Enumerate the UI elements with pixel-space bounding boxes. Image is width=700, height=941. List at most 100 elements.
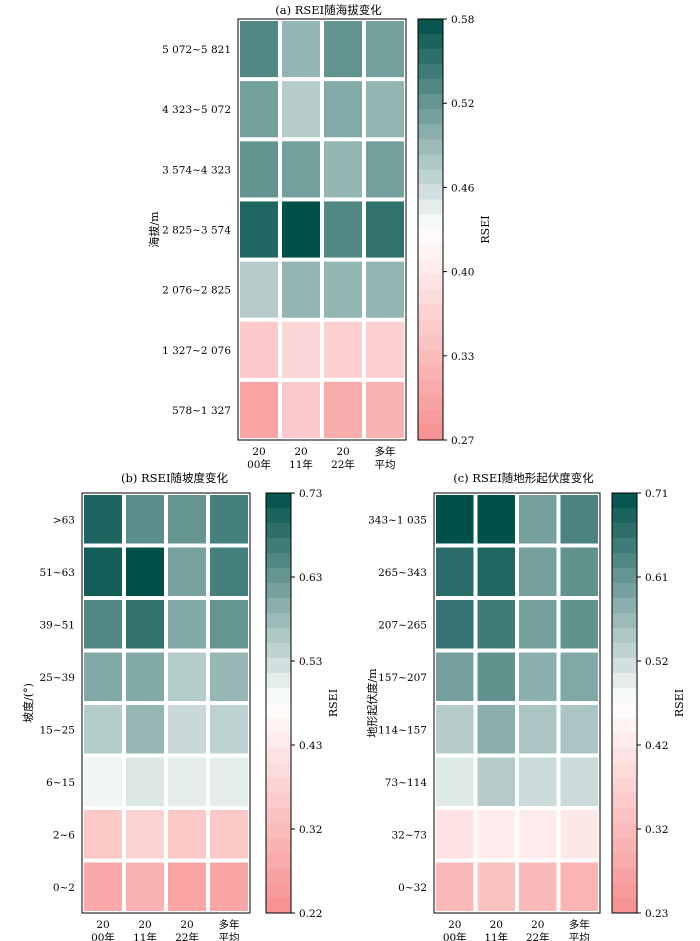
colorbar-band — [612, 823, 637, 839]
colorbar-band — [266, 598, 291, 614]
heatmap-cell — [560, 652, 598, 701]
colorbar-tick-label: 0.40 — [451, 267, 474, 279]
heatmap-cell — [126, 652, 164, 701]
heatmap-cell — [240, 261, 278, 318]
heatmap-cell — [168, 547, 206, 596]
column-label: 20 00年 — [247, 446, 271, 471]
row-label: 2~6 — [53, 829, 75, 841]
row-label: >63 — [53, 514, 75, 526]
colorbar-tick-label: 0.53 — [299, 656, 322, 668]
colorbar-band — [418, 394, 443, 411]
heatmap-cell — [436, 652, 474, 701]
heatmap-cell — [436, 547, 474, 596]
y-axis-label: 海拔/m — [147, 211, 161, 248]
heatmap-cell — [366, 141, 404, 198]
row-label: 3 574~4 323 — [162, 164, 231, 176]
row-label: 15~25 — [39, 724, 75, 736]
colorbar-tick-label: 0.61 — [645, 572, 668, 584]
colorbar-band — [266, 568, 291, 584]
heatmap-cell — [282, 321, 320, 378]
colorbar-band — [266, 583, 291, 599]
colorbar-band — [266, 853, 291, 869]
heatmap-cell — [126, 547, 164, 596]
colorbar-band — [418, 109, 443, 125]
heatmap-cell — [84, 652, 122, 701]
column-label: 20 00年 — [91, 919, 115, 941]
colorbar-band — [418, 184, 443, 200]
colorbar-band — [418, 259, 443, 275]
colorbar-band — [612, 793, 637, 809]
colorbar-band — [612, 538, 637, 554]
colorbar-band — [266, 868, 291, 884]
heatmap-cell — [560, 547, 598, 596]
heatmap-cell — [366, 201, 404, 258]
colorbar-band — [418, 169, 443, 185]
heatmap-cell — [210, 757, 248, 806]
colorbar-band — [612, 898, 637, 914]
colorbar-band — [418, 274, 443, 290]
colorbar-band — [418, 214, 443, 230]
heatmap-cell — [477, 600, 515, 649]
heatmap-cell — [560, 600, 598, 649]
column-label: 20 11年 — [484, 919, 508, 941]
heatmap-cell — [560, 757, 598, 806]
heatmap-cell — [168, 705, 206, 754]
colorbar-band — [612, 718, 637, 734]
colorbar-tick-label: 0.42 — [645, 740, 668, 752]
colorbar-band — [612, 703, 637, 719]
colorbar-tick-label: 0.63 — [299, 572, 322, 584]
colorbar-frame — [265, 492, 292, 914]
chart-title: (a) RSEI随海拔变化 — [275, 3, 382, 17]
colorbar-band — [612, 688, 637, 704]
colorbar-band — [612, 883, 637, 899]
heatmap-cell — [240, 381, 278, 438]
colorbar-tick-label: 0.32 — [299, 824, 322, 836]
colorbar-band — [266, 763, 291, 779]
heatmap-cell — [324, 381, 362, 438]
colorbar-tick-label: 0.73 — [299, 488, 322, 500]
colorbar-band — [418, 154, 443, 170]
colorbar-band — [266, 793, 291, 809]
colorbar-band — [266, 778, 291, 794]
column-label: 20 11年 — [133, 919, 157, 941]
row-label: 32~73 — [391, 829, 427, 841]
heatmap-cell — [126, 757, 164, 806]
colorbar-band — [612, 523, 637, 539]
row-label: 39~51 — [39, 619, 75, 631]
heatmap-cell — [84, 600, 122, 649]
colorbar-tick-label: 0.22 — [299, 908, 322, 920]
row-label: 157~207 — [378, 672, 427, 684]
heatmap-cell — [282, 141, 320, 198]
heatmap-cell — [519, 862, 557, 911]
colorbar-tick-label: 0.58 — [451, 14, 474, 26]
heatmap-cell — [240, 81, 278, 138]
heatmap-cell — [84, 862, 122, 911]
colorbar-band — [266, 613, 291, 629]
heatmap-cell — [126, 495, 164, 544]
row-label: 5 072~5 821 — [162, 44, 231, 56]
colorbar-band — [612, 838, 637, 854]
heatmap-cell — [168, 757, 206, 806]
heatmap-cell — [477, 495, 515, 544]
colorbar-band — [266, 538, 291, 554]
colorbar-band — [418, 229, 443, 245]
colorbar-band — [418, 49, 443, 65]
row-label: 2 076~2 825 — [162, 285, 231, 297]
column-label: 多年平均 — [569, 918, 590, 941]
colorbar-frame — [417, 18, 444, 441]
colorbar-tick-label: 0.33 — [451, 351, 474, 363]
row-label: 73~114 — [385, 777, 428, 789]
heatmap-cell — [84, 705, 122, 754]
colorbar-label: RSEI — [673, 689, 686, 717]
colorbar-band — [612, 568, 637, 584]
colorbar-tick-label: 0.46 — [451, 182, 475, 194]
colorbar-band — [418, 34, 443, 50]
heatmap-cell — [519, 600, 557, 649]
colorbar-band — [418, 349, 443, 366]
row-label: 265~343 — [378, 567, 427, 579]
heatmap-cell — [560, 705, 598, 754]
heatmap-cell — [210, 705, 248, 754]
colorbar-band — [266, 703, 291, 719]
y-axis-label: 地形起伏度/m — [365, 668, 379, 738]
row-label: 0~32 — [398, 882, 427, 894]
